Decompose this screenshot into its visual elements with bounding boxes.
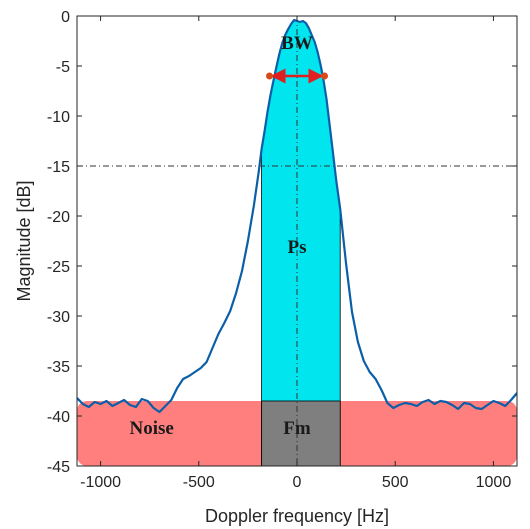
y-tick-label: -45	[47, 459, 70, 476]
y-tick-label: -40	[47, 409, 70, 426]
x-axis-label: Doppler frequency [Hz]	[205, 506, 389, 526]
y-tick-label: -25	[47, 259, 70, 276]
y-tick-label: -5	[56, 59, 70, 76]
x-tick-label: 500	[382, 474, 409, 491]
x-tick-label: -500	[183, 474, 215, 491]
annotation-ps: Ps	[288, 237, 307, 258]
overlap-region	[261, 400, 341, 466]
annotation-fm: Fm	[283, 418, 311, 439]
y-tick-label: -20	[47, 209, 70, 226]
y-tick-label: -30	[47, 309, 70, 326]
y-tick-label: -35	[47, 359, 70, 376]
y-tick-label: -10	[47, 109, 70, 126]
bw-right-dot	[321, 72, 328, 80]
x-tick-label: 0	[293, 474, 302, 491]
x-tick-label: 1000	[476, 474, 512, 491]
y-tick-label: -15	[47, 159, 70, 176]
annotation-bw: BW	[281, 33, 313, 54]
y-tick-label: 0	[61, 9, 70, 26]
annotation-noise: Noise	[129, 418, 173, 439]
bw-left-dot	[266, 72, 273, 80]
x-tick-label: -1000	[80, 474, 121, 491]
y-axis-label: Magnitude [dB]	[14, 180, 34, 301]
